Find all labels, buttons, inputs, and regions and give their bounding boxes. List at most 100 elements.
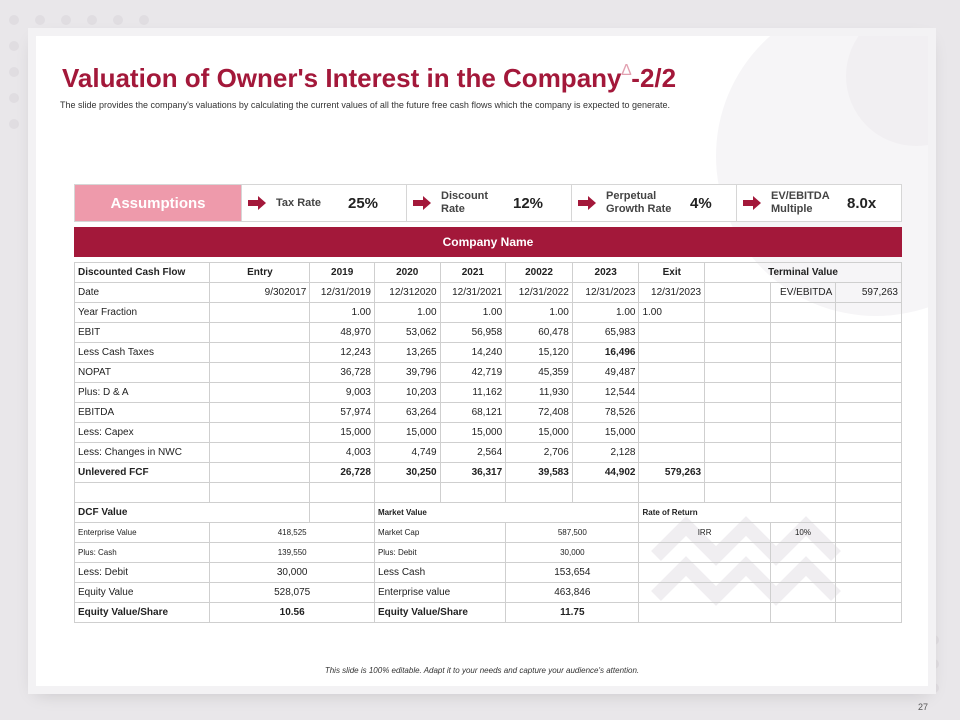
table-cell [704,302,771,323]
table-cell [835,562,902,583]
slide: Valuation of Owner's Interest in the Com… [36,36,928,686]
table-cell [835,522,902,543]
table-cell [835,502,902,523]
summary-label: Equity Value/Share [73,602,211,623]
header-cell: Discounted Cash Flow [73,262,211,283]
assumption-label: Discount Rate [441,190,489,215]
table-cell [209,322,311,343]
slide-title-text: Valuation of Owner's Interest in the Com… [62,63,622,93]
assumptions-header: Assumptions [75,185,241,221]
table-cell: 48,970 [309,322,375,343]
table-cell [209,402,311,423]
table-cell [769,302,837,323]
summary-label: Plus: Cash [73,542,211,563]
table-cell: 45,359 [505,362,573,383]
table-cell: 4,003 [309,442,375,463]
table-cell [835,542,902,563]
assumption-perpetual-growth-rate: Perpetual Growth Rate 4% [571,185,736,221]
table-cell: 15,000 [571,422,640,443]
table-cell: 1.00 [571,302,640,323]
table-cell: 1.00 [638,302,706,323]
table-cell [835,422,902,443]
table-cell: 1.00 [439,302,507,323]
table-cell [835,362,902,383]
table-cell [769,322,837,343]
assumption-label: EV/EBITDA Multiple [771,190,830,215]
table-cell [209,422,311,443]
table-cell [638,482,706,503]
table-cell [73,482,211,503]
table-cell: 60,478 [505,322,573,343]
header-cell: 2020 [373,262,441,283]
table-row-unlevered-fcf: Unlevered FCF 26,728 30,250 36,317 39,58… [73,462,902,483]
table-cell [769,382,837,403]
table-cell [505,482,573,503]
table-cell: 12/31/2023 [571,282,640,303]
triangle-mark-icon: ∆ [621,62,632,79]
table-cell: 56,958 [439,322,507,343]
summary-value: 418,525 [209,522,375,543]
header-cell: 2019 [309,262,375,283]
table-cell: 2,564 [439,442,507,463]
table-row: EBIT 48,970 53,062 56,958 60,478 65,983 [73,322,902,343]
assumption-label: Perpetual Growth Rate [606,190,672,215]
dcf-table: Discounted Cash Flow Entry 2019 2020 202… [73,262,902,623]
summary-value: 11.75 [505,602,640,623]
table-cell [638,342,706,363]
header-cell: 2021 [439,262,507,283]
table-cell [769,462,837,483]
table-cell [638,562,771,583]
summary-label: IRR [638,522,771,543]
rate-of-return-heading: Rate of Return [638,502,837,523]
assumption-label: Tax Rate [276,196,322,209]
table-cell: EBIT [73,322,211,343]
table-cell [209,482,311,503]
table-cell: 42,719 [439,362,507,383]
summary-row: Plus: Cash 139,550 Plus: Debit 30,000 [73,542,902,563]
summary-value: 10% [769,522,837,543]
table-cell [704,342,771,363]
table-cell [638,422,706,443]
table-cell: 15,000 [505,422,573,443]
header-cell: 20022 [505,262,573,283]
table-cell: 36,728 [309,362,375,383]
table-cell [835,402,902,423]
summary-label: Less Cash [373,562,507,583]
table-row: Plus: D & A 9,003 10,203 11,162 11,930 1… [73,382,902,403]
table-cell [769,442,837,463]
table-cell [835,602,902,623]
table-cell: 11,930 [505,382,573,403]
header-cell: Exit [638,262,706,283]
table-cell: 30,250 [373,462,441,483]
table-cell: 65,983 [571,322,640,343]
table-cell [704,442,771,463]
table-row: Less: Capex 15,000 15,000 15,000 15,000 … [73,422,902,443]
table-cell: Year Fraction [73,302,211,323]
assumption-tax-rate: Tax Rate 25% [241,185,406,221]
table-cell: 579,263 [638,462,706,483]
footnote: This slide is 100% editable. Adapt it to… [324,666,640,675]
arrow-right-icon [743,196,761,210]
table-cell [835,482,902,503]
table-cell: 63,264 [373,402,441,423]
table-cell: 11,162 [439,382,507,403]
table-cell: 4,749 [373,442,441,463]
table-cell [835,462,902,483]
table-cell: 36,317 [439,462,507,483]
table-cell [638,442,706,463]
table-cell: 12,544 [571,382,640,403]
summary-value: 153,654 [505,562,640,583]
table-cell: 57,974 [309,402,375,423]
dcf-value-heading: DCF Value [73,502,311,523]
summary-value: 463,846 [505,582,640,603]
table-cell: 14,240 [439,342,507,363]
header-cell: Entry [209,262,311,283]
table-cell: 15,000 [309,422,375,443]
table-row: EBITDA 57,974 63,264 68,121 72,408 78,52… [73,402,902,423]
table-cell: 15,000 [373,422,441,443]
table-cell [769,562,837,583]
table-cell [769,542,837,563]
table-cell: 12/31/2019 [309,282,375,303]
table-cell: 15,120 [505,342,573,363]
assumptions-bar: Assumptions Tax Rate 25% Discount Rate 1… [74,184,902,222]
